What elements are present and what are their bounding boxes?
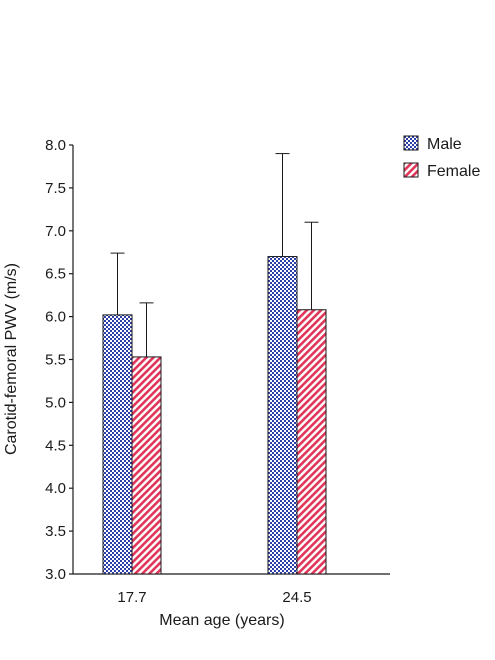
x-tick-label: 17.7 — [117, 589, 146, 606]
legend-label-male: Male — [427, 136, 462, 153]
bar-female-0 — [131, 356, 162, 575]
y-tick-label: 7.5 — [45, 180, 66, 197]
x-axis: 17.7 24.5 — [73, 573, 390, 606]
legend: Male Female — [403, 135, 480, 180]
y-tick-label: 5.5 — [45, 352, 66, 369]
y-tick-label: 5.0 — [45, 394, 66, 411]
x-axis-label: Mean age (years) — [159, 612, 284, 629]
y-tick-label: 3.5 — [45, 523, 66, 540]
y-tick-label: 6.0 — [45, 309, 66, 326]
legend-swatch-female — [403, 162, 419, 178]
bar-female-1 — [296, 309, 327, 575]
x-tick-label: 24.5 — [282, 589, 311, 606]
bar-series — [102, 153, 327, 575]
y-axis-label: Carotid-femoral PWV (m/s) — [3, 263, 20, 455]
legend-label-female: Female — [427, 163, 480, 180]
y-tick-label: 8.0 — [45, 137, 66, 154]
y-tick-label: 4.0 — [45, 480, 66, 497]
y-tick-label: 6.5 — [45, 266, 66, 283]
y-tick-label: 3.0 — [45, 566, 66, 583]
y-axis: 3.0 3.5 4.0 4.5 5.0 5.5 6.0 6.5 7.0 7.5 8.0 — [45, 137, 74, 583]
y-tick-label: 4.5 — [45, 437, 66, 454]
y-tick-label: 7.0 — [45, 223, 66, 240]
legend-swatch-male — [403, 135, 419, 151]
bar-male-0 — [102, 314, 133, 575]
bar-male-1 — [267, 256, 298, 575]
